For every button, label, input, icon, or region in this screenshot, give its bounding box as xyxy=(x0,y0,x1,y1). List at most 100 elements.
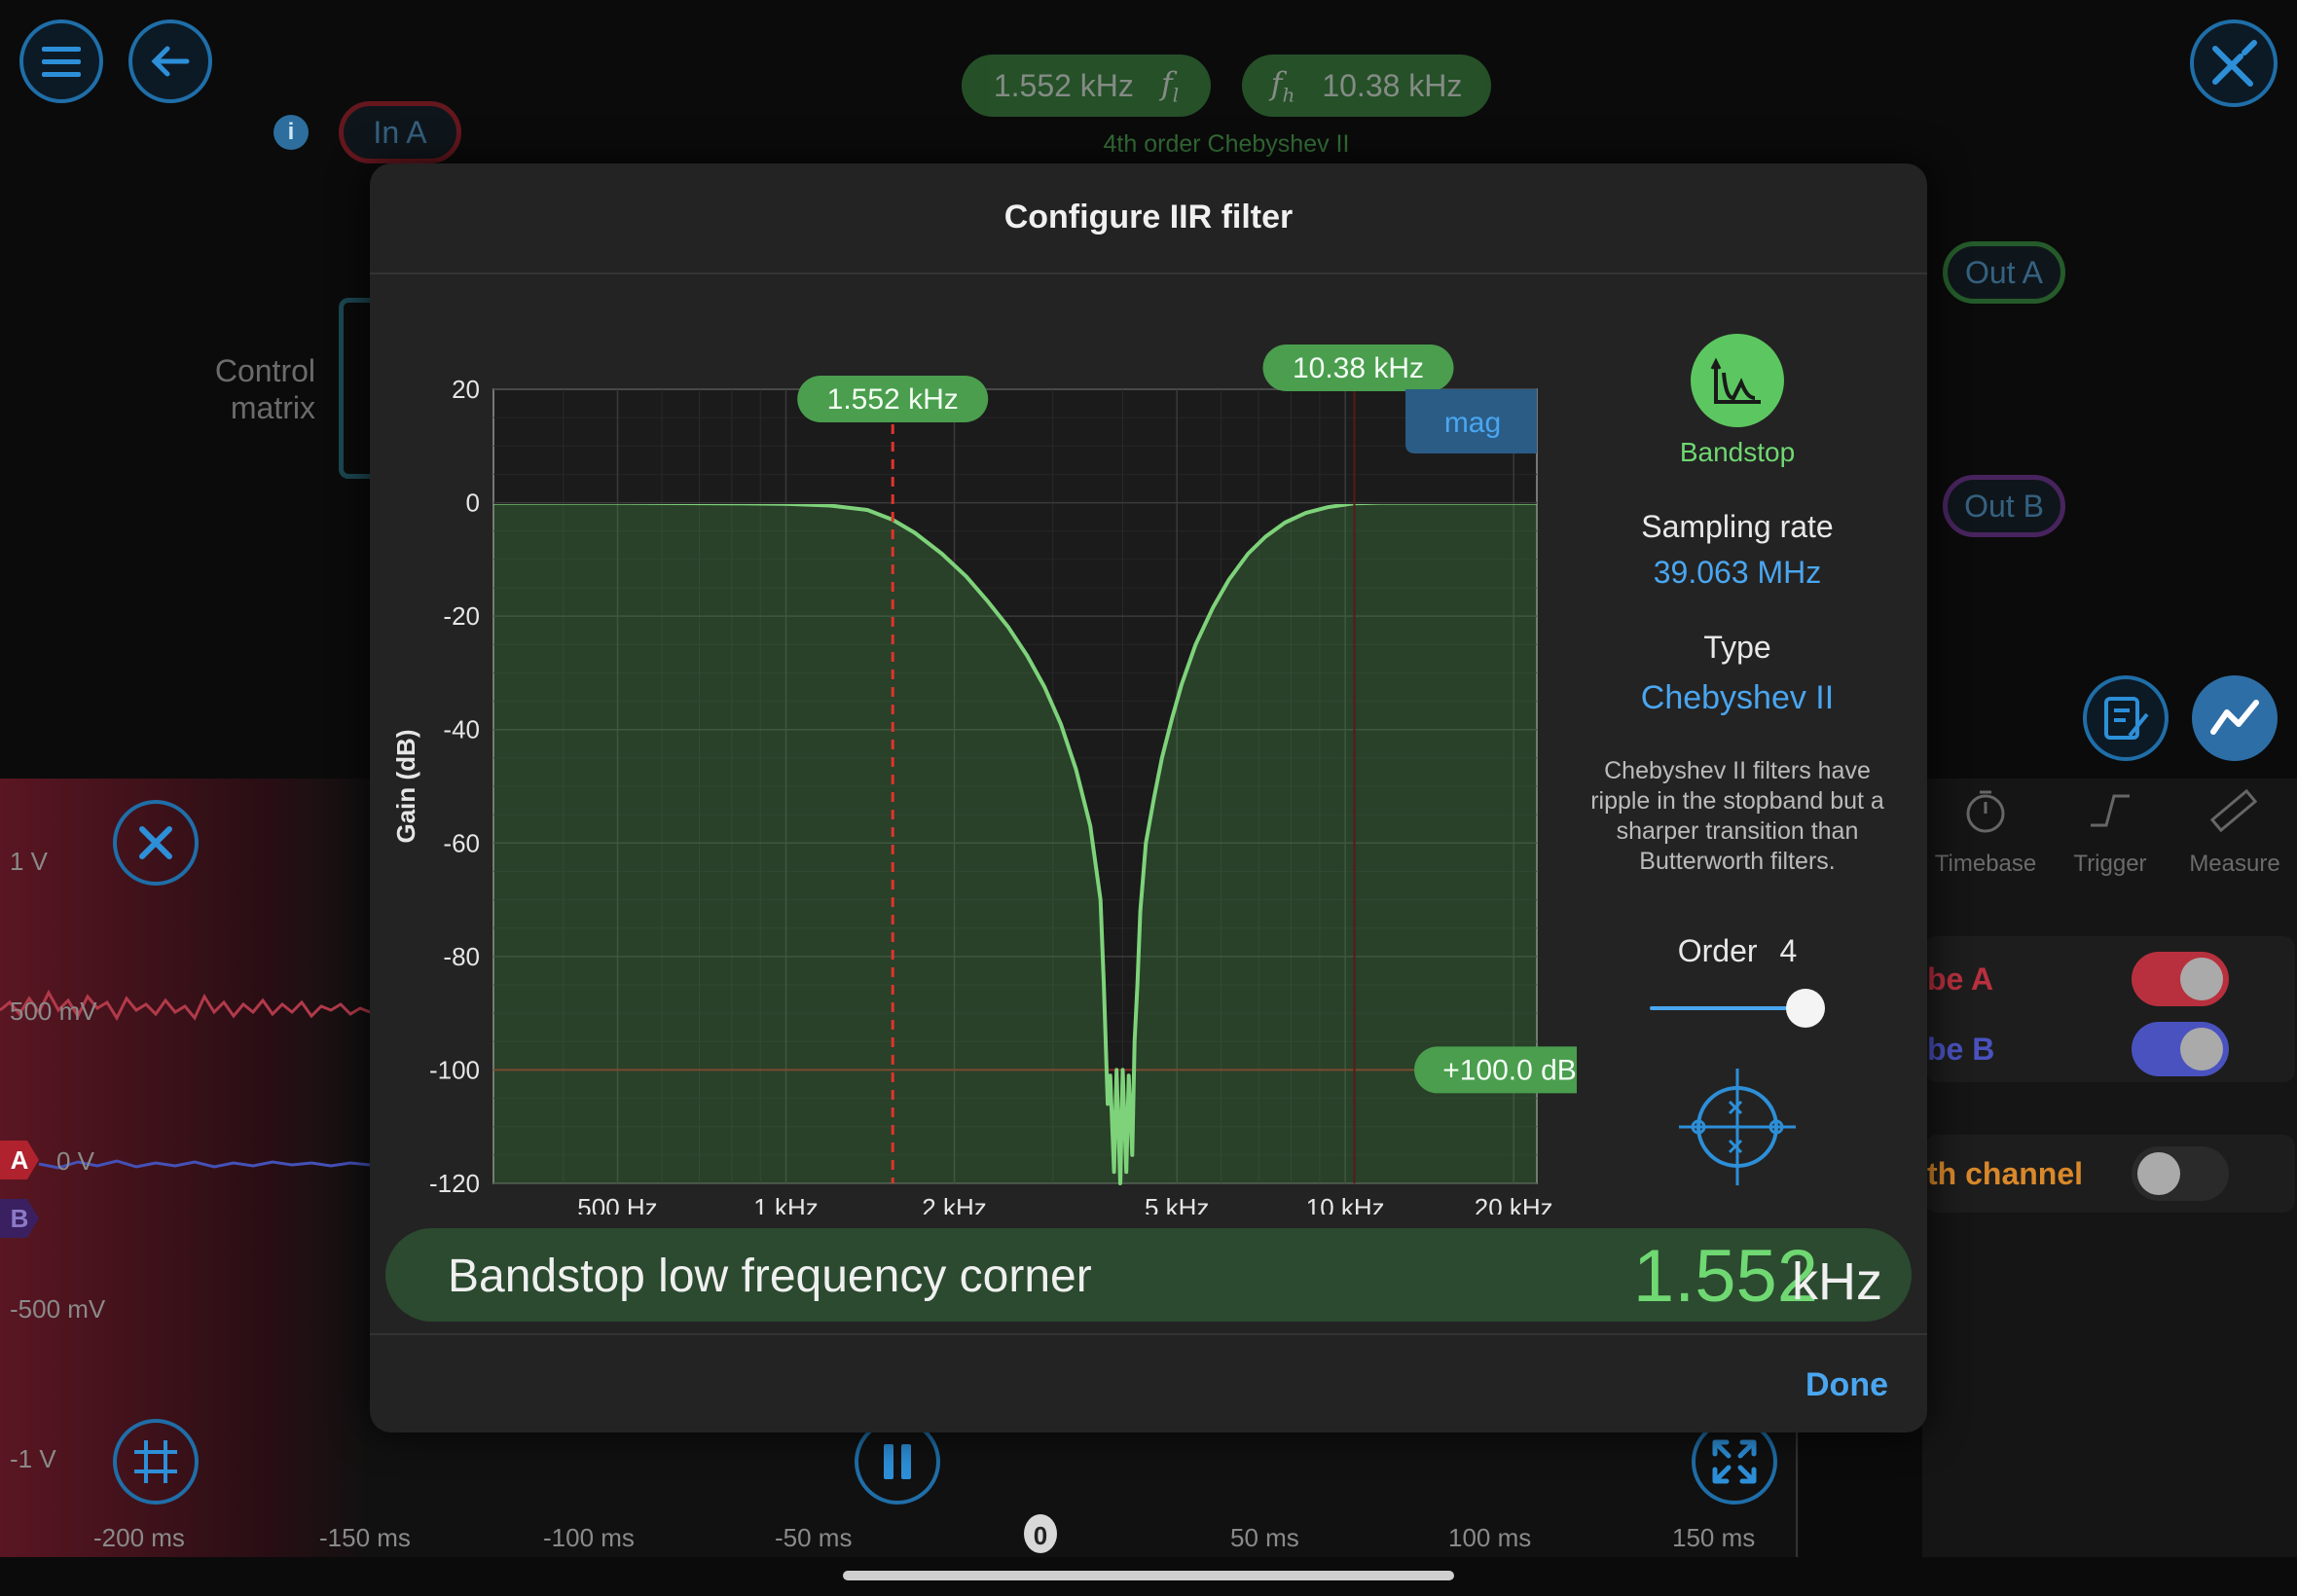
notes-button[interactable] xyxy=(2083,675,2169,761)
response-curve[interactable] xyxy=(493,503,1537,1185)
gain-marker-pill-text: +100.0 dB xyxy=(1442,1054,1577,1086)
x-tick-label: 2 kHz xyxy=(922,1193,986,1215)
corner-frequency-unit: kHz xyxy=(1792,1252,1882,1311)
x-tick-label: 5 kHz xyxy=(1145,1193,1209,1215)
scope-y-label-500mv: 500 mV xyxy=(10,997,97,1026)
probe-b-toggle[interactable] xyxy=(2132,1022,2229,1076)
close-scope-button[interactable] xyxy=(113,800,199,886)
x-tick-label: 1 kHz xyxy=(753,1193,818,1215)
time-label: 50 ms xyxy=(1230,1523,1299,1552)
high-corner-pill-text: 10.38 kHz xyxy=(1293,352,1424,384)
type-value[interactable]: Chebyshev II xyxy=(1640,679,1835,716)
probe-a-label: be A xyxy=(1927,961,1994,997)
filter-high-symbol: fh xyxy=(1271,65,1295,106)
tab-timebase[interactable]: Timebase xyxy=(1934,851,2037,877)
settings-button[interactable] xyxy=(2190,19,2278,107)
scope-traces xyxy=(0,989,370,1170)
filter-low-pill[interactable]: 1.552 kHz fl xyxy=(962,54,1211,117)
high-corner-pill[interactable] xyxy=(1262,345,1454,391)
info-icon[interactable]: i xyxy=(273,115,309,150)
filter-low-symbol: fl xyxy=(1161,65,1179,106)
done-button[interactable]: Done xyxy=(1805,1366,1888,1403)
close-icon xyxy=(139,826,172,859)
dialog-title-divider xyxy=(370,272,1927,274)
scope-y-label-0v: 0 V xyxy=(56,1146,95,1176)
trend-line-icon xyxy=(2210,700,2259,735)
channel-a-trace xyxy=(0,989,370,1022)
pole-zero-button[interactable] xyxy=(1677,1067,1798,1187)
bandstop-label: Bandstop xyxy=(1679,437,1796,467)
gain-marker-pill[interactable] xyxy=(1414,1046,1577,1094)
back-button[interactable] xyxy=(128,19,212,103)
toggle-knob xyxy=(2137,1152,2180,1195)
output-a-chip[interactable]: Out A xyxy=(1943,241,2065,304)
low-corner-pill-text: 1.552 kHz xyxy=(827,383,959,416)
y-tick-label: -20 xyxy=(443,601,480,631)
scope-y-label-1v: 1 V xyxy=(10,847,49,876)
toggle-knob xyxy=(2180,1028,2223,1070)
mag-toggle[interactable] xyxy=(1405,389,1537,453)
probe-settings-card xyxy=(1925,936,2295,1082)
probe-a-toggle[interactable] xyxy=(2132,952,2229,1006)
order-row: Order 4 xyxy=(1572,933,1903,969)
control-matrix-block[interactable] xyxy=(339,298,378,479)
corner-frequency-label: Bandstop low frequency corner xyxy=(448,1251,1092,1302)
sampling-rate-value[interactable]: 39.063 MHz xyxy=(1653,555,1822,590)
dialog-title: Configure IIR filter xyxy=(1003,199,1294,236)
time-label: -100 ms xyxy=(543,1523,635,1552)
corner-frequency-bar[interactable]: Bandstop low frequency corner 1.552 kHz xyxy=(385,1228,1912,1322)
tab-measure[interactable]: Measure xyxy=(2189,851,2280,877)
order-slider-knob[interactable] xyxy=(1786,989,1825,1028)
y-axis-label: Gain (dB) xyxy=(391,730,420,844)
math-channel-toggle[interactable] xyxy=(2132,1146,2229,1201)
order-slider-track xyxy=(1650,1006,1825,1010)
corner-frequency-value[interactable]: 1.552 xyxy=(1632,1235,1818,1318)
type-label: Type xyxy=(1703,630,1771,665)
dialog-footer-divider xyxy=(370,1333,1927,1335)
filter-low-value: 1.552 kHz xyxy=(993,67,1134,103)
channel-b-trace xyxy=(38,1159,370,1170)
f-symbol: f xyxy=(1160,64,1173,102)
x-tick-label: 10 kHz xyxy=(1306,1193,1385,1215)
time-label: 100 ms xyxy=(1448,1523,1532,1552)
response-fill xyxy=(493,504,1537,1183)
y-tick-label: -40 xyxy=(443,715,480,744)
y-tick-label: 20 xyxy=(452,375,480,404)
h-subscript: h xyxy=(1282,83,1295,107)
probe-b-label: be B xyxy=(1927,1032,1995,1067)
expand-arrows-icon xyxy=(1712,1439,1757,1484)
filter-subtitle: 4th order Chebyshev II xyxy=(1103,130,1350,158)
y-tick-label: 0 xyxy=(466,489,480,518)
ruler-icon xyxy=(2209,788,2258,833)
order-label: Order xyxy=(1677,933,1758,968)
order-slider[interactable] xyxy=(1650,989,1825,1028)
control-matrix-label: Control matrix xyxy=(175,352,315,426)
time-label: -200 ms xyxy=(93,1523,185,1552)
chart-mode-button[interactable] xyxy=(2192,675,2278,761)
toggle-knob xyxy=(2180,958,2223,1000)
time-label: -150 ms xyxy=(319,1523,411,1552)
time-zero-marker[interactable]: 0 xyxy=(1024,1514,1057,1553)
math-channel-card xyxy=(1925,1135,2295,1213)
math-channel-label: th channel xyxy=(1927,1156,2084,1191)
edit-document-icon xyxy=(2104,697,2149,740)
control-matrix-line1: Control xyxy=(214,353,315,388)
input-a-chip[interactable]: In A xyxy=(339,101,461,163)
output-b-chip[interactable]: Out B xyxy=(1943,475,2065,537)
control-matrix-line2: matrix xyxy=(230,390,315,425)
pause-icon xyxy=(884,1444,911,1479)
menu-button[interactable] xyxy=(19,19,103,103)
low-corner-pill[interactable] xyxy=(797,376,989,422)
filter-settings-side: Bandstop Sampling rate 39.063 MHz Type C… xyxy=(1572,334,1903,1187)
grid-zoom-button[interactable] xyxy=(113,1419,199,1505)
bandstop-button[interactable] xyxy=(1691,334,1784,427)
filter-high-pill[interactable]: fh 10.38 kHz xyxy=(1242,54,1491,117)
l-subscript: l xyxy=(1172,83,1180,107)
time-label: 150 ms xyxy=(1672,1523,1756,1552)
filter-response-chart[interactable]: 20 0 -20 -40 -60 -80 -100 -120 500 Hz 1 kHz 2 kHz 5… xyxy=(370,280,1577,1215)
y-tick-label: -80 xyxy=(443,942,480,971)
y-tick-label: -120 xyxy=(429,1169,480,1198)
x-tick-label: 20 kHz xyxy=(1475,1193,1553,1215)
f-symbol: f xyxy=(1270,64,1283,102)
tab-trigger[interactable]: Trigger xyxy=(2073,851,2147,877)
